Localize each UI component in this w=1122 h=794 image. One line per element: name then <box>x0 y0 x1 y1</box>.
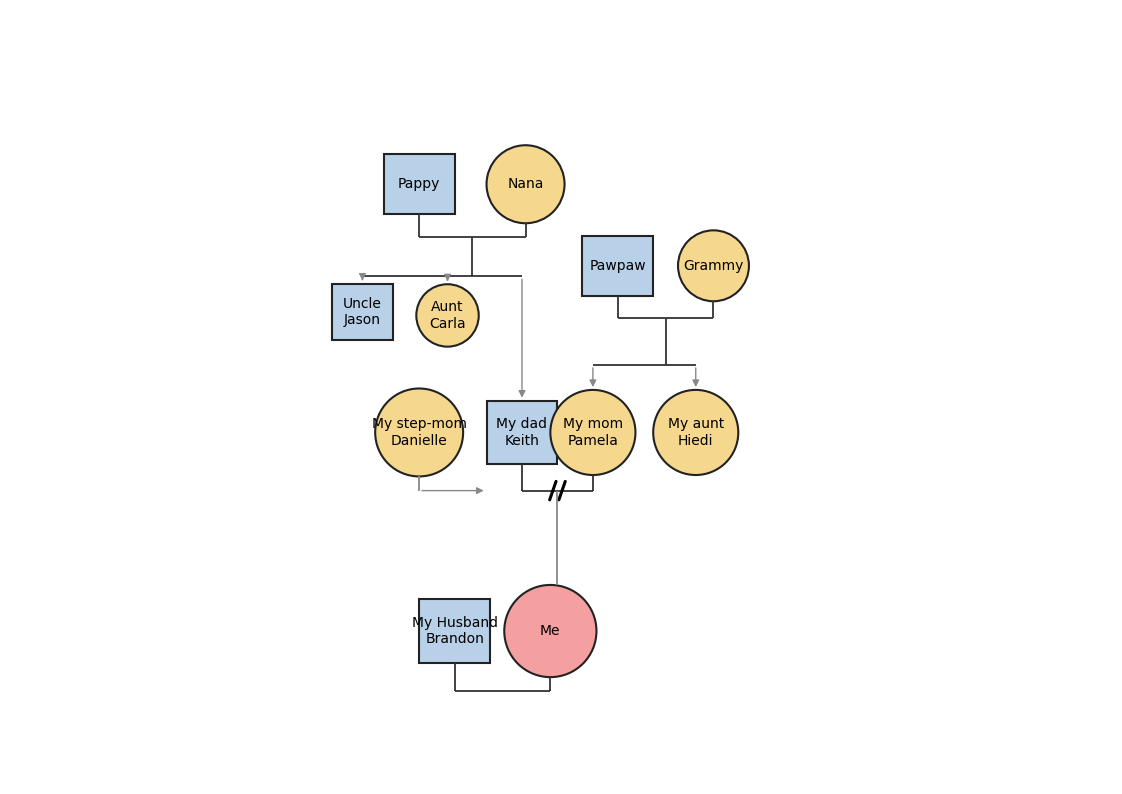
Text: Uncle
Jason: Uncle Jason <box>343 297 381 327</box>
Ellipse shape <box>487 145 564 223</box>
Text: My aunt
Hiedi: My aunt Hiedi <box>668 418 724 448</box>
Ellipse shape <box>653 390 738 475</box>
Ellipse shape <box>504 585 597 677</box>
Ellipse shape <box>416 284 479 347</box>
Text: Me: Me <box>540 624 561 638</box>
Text: Pawpaw: Pawpaw <box>589 259 646 273</box>
Text: Aunt
Carla: Aunt Carla <box>430 300 466 330</box>
Text: Grammy: Grammy <box>683 259 744 273</box>
FancyBboxPatch shape <box>332 283 393 341</box>
Ellipse shape <box>375 388 463 476</box>
Text: Nana: Nana <box>507 177 544 191</box>
FancyBboxPatch shape <box>582 236 653 296</box>
Text: My Husband
Brandon: My Husband Brandon <box>412 616 498 646</box>
FancyBboxPatch shape <box>384 154 454 214</box>
Ellipse shape <box>551 390 635 475</box>
FancyBboxPatch shape <box>487 400 558 464</box>
Text: My dad
Keith: My dad Keith <box>497 418 548 448</box>
Text: Pappy: Pappy <box>398 177 440 191</box>
FancyBboxPatch shape <box>420 599 490 663</box>
Ellipse shape <box>678 230 749 301</box>
Text: My mom
Pamela: My mom Pamela <box>563 418 623 448</box>
Text: My step-mom
Danielle: My step-mom Danielle <box>371 418 467 448</box>
